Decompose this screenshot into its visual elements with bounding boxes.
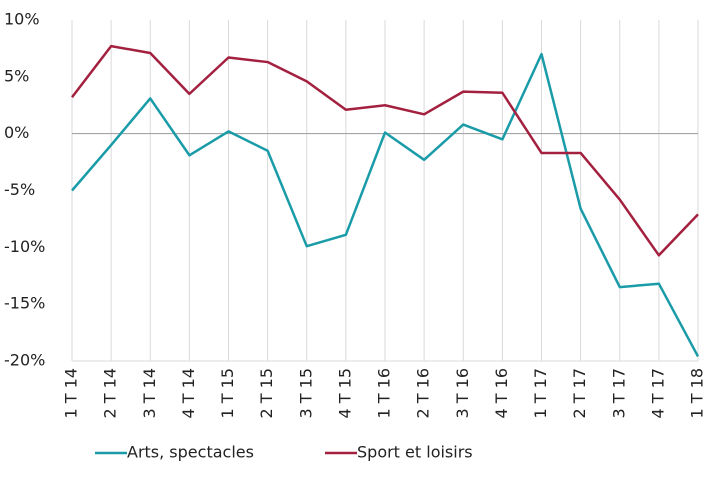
x-tick-label: 3 T 16 (453, 368, 472, 418)
y-tick-label: -5% (4, 180, 35, 199)
y-tick-label: -10% (4, 237, 45, 256)
x-tick-label: 4 T 14 (179, 368, 198, 418)
x-tick-label: 3 T 17 (609, 368, 628, 418)
x-tick-label: 1 T 14 (62, 368, 81, 418)
x-tick-label: 1 T 18 (688, 368, 705, 418)
legend-label: Arts, spectacles (127, 443, 254, 462)
x-tick-label: 2 T 15 (257, 368, 276, 418)
x-tick-label: 4 T 16 (492, 368, 511, 418)
series-line (71, 52, 700, 358)
x-tick-label: 1 T 17 (531, 368, 550, 418)
series-line (71, 44, 699, 257)
legend-label: Sport et loisirs (357, 443, 473, 462)
y-tick-label: 5% (4, 66, 29, 85)
y-tick-label: -15% (4, 294, 45, 313)
x-tick-label: 3 T 14 (140, 368, 159, 418)
x-tick-label: 4 T 15 (335, 368, 354, 418)
x-tick-label: 2 T 14 (101, 368, 120, 418)
x-tick-label: 1 T 15 (218, 368, 237, 418)
x-tick-label: 1 T 16 (375, 368, 394, 418)
y-tick-label: 0% (4, 123, 29, 142)
x-tick-label: 2 T 16 (414, 368, 433, 418)
y-tick-label: -20% (4, 351, 45, 370)
y-tick-label: 10% (4, 10, 40, 29)
x-tick-label: 2 T 17 (570, 368, 589, 418)
x-tick-label: 4 T 17 (648, 368, 667, 418)
x-tick-label: 3 T 15 (296, 368, 315, 418)
